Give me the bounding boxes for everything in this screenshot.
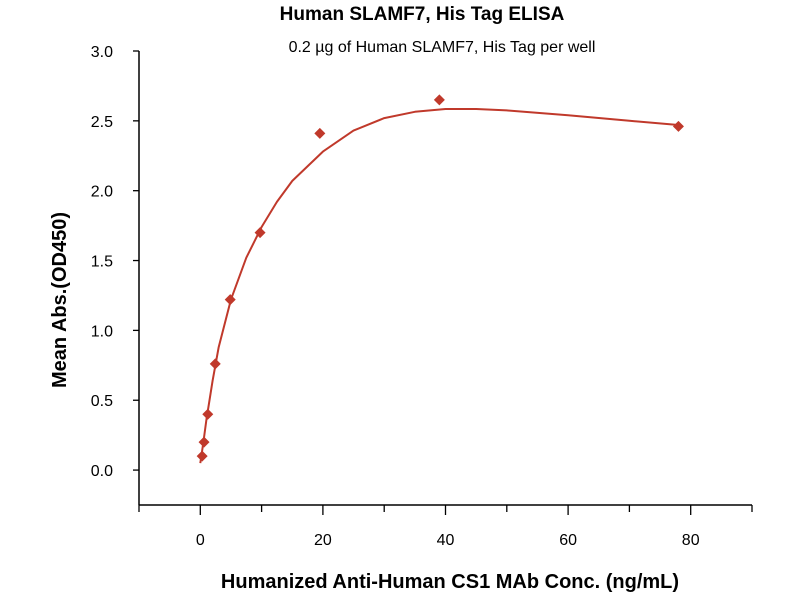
y-tick-label: 0.0 [91,463,113,480]
x-tick-label: 60 [559,532,577,549]
data-point [433,94,445,106]
x-axis-label: Humanized Anti-Human CS1 MAb Conc. (ng/m… [221,571,679,593]
y-tick-label: 2.5 [91,114,113,131]
data-point [224,294,236,306]
data-point [198,436,210,448]
data-point [314,127,326,139]
data-point [254,227,266,239]
data-point [672,120,684,132]
y-tick-label: 0.5 [91,393,113,410]
x-tick-label: 0 [196,532,205,549]
x-tick-label: 80 [682,532,700,549]
chart-subtitle: 0.2 µg of Human SLAMF7, His Tag per well [289,39,596,56]
data-point [202,408,214,420]
x-tick-label: 20 [314,532,332,549]
y-tick-label: 3.0 [91,44,113,61]
data-point [209,358,221,370]
y-tick-label: 1.0 [91,323,113,340]
x-tick-label: 40 [437,532,455,549]
y-tick-label: 2.0 [91,184,113,201]
data-point [196,450,208,462]
chart-title: Human SLAMF7, His Tag ELISA [280,4,565,25]
y-axis-label: Mean Abs.(OD450) [49,212,71,388]
fit-curve [199,108,679,464]
y-tick-label: 1.5 [91,254,113,271]
